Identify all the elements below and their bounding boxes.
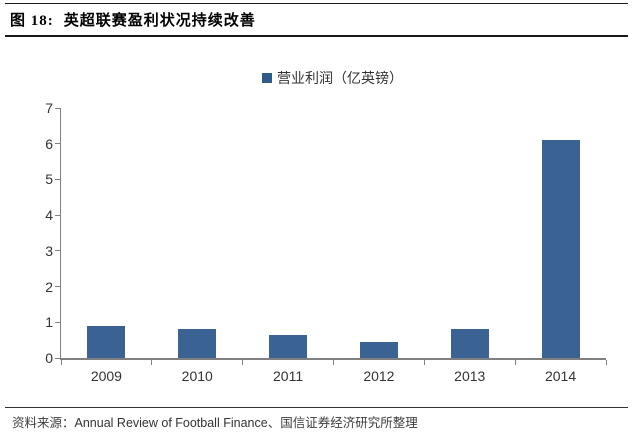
y-axis-tick — [55, 143, 61, 145]
bar-2014 — [541, 140, 580, 358]
source-english: Annual Review of Football Finance — [74, 416, 268, 430]
bar-2009 — [87, 326, 126, 358]
source-note: 资料来源：Annual Review of Football Finance、国… — [12, 412, 418, 431]
y-axis-tick — [55, 250, 61, 252]
figure-number-label: 图 18: — [10, 13, 54, 29]
x-axis-tick — [60, 360, 62, 365]
x-axis-label: 2014 — [544, 368, 577, 384]
top-rule — [5, 3, 628, 4]
y-axis-label: 5 — [45, 171, 53, 188]
source-suffix: 、国信证券经济研究所整理 — [267, 416, 418, 430]
title-rule — [5, 35, 628, 37]
bar-2011 — [269, 335, 308, 358]
x-axis-label: 2012 — [363, 368, 395, 384]
source-rule — [5, 407, 628, 408]
x-axis-tick — [423, 360, 425, 365]
x-axis-tick — [242, 360, 244, 365]
y-axis-label: 7 — [45, 100, 53, 116]
y-axis-tick — [55, 321, 61, 323]
figure-title-text: 英超联赛盈利状况持续改善 — [63, 13, 256, 29]
x-axis-label: 2009 — [90, 368, 122, 384]
y-axis-label: 1 — [45, 314, 53, 331]
y-axis-label: 6 — [45, 135, 53, 152]
bar-2012 — [359, 342, 398, 358]
x-axis-label: 2010 — [181, 368, 213, 384]
y-axis-label: 0 — [45, 350, 53, 366]
y-axis-tick — [55, 178, 61, 180]
x-axis-tick — [151, 360, 153, 365]
source-prefix: 资料来源： — [12, 416, 75, 430]
x-axis-tick — [333, 360, 334, 365]
y-axis-label: 3 — [45, 242, 53, 259]
bar-2013 — [450, 329, 489, 358]
legend-swatch-icon — [262, 73, 272, 83]
y-axis-label: 4 — [45, 207, 53, 224]
x-axis-label: 2013 — [454, 368, 486, 384]
bar-chart-plot-area: 0 1 2 3 4 5 6 7 2009 2010 2011 2012 2013 2014 — [45, 101, 607, 384]
x-axis-tick — [605, 360, 607, 365]
x-axis-label: 2011 — [273, 368, 304, 384]
y-axis-label: 2 — [45, 278, 53, 295]
figure-title: 图 18: 英超联赛盈利状况持续改善 — [10, 9, 256, 30]
y-axis-tick — [55, 286, 61, 288]
y-axis-tick — [55, 214, 61, 216]
legend-label: 营业利润（亿英镑） — [277, 72, 403, 87]
y-axis-tick — [55, 107, 61, 109]
y-axis-tick — [55, 357, 61, 359]
x-axis-tick — [514, 360, 516, 365]
chart-legend: 营业利润（亿英镑） — [60, 68, 605, 88]
bar-2010 — [178, 329, 217, 358]
